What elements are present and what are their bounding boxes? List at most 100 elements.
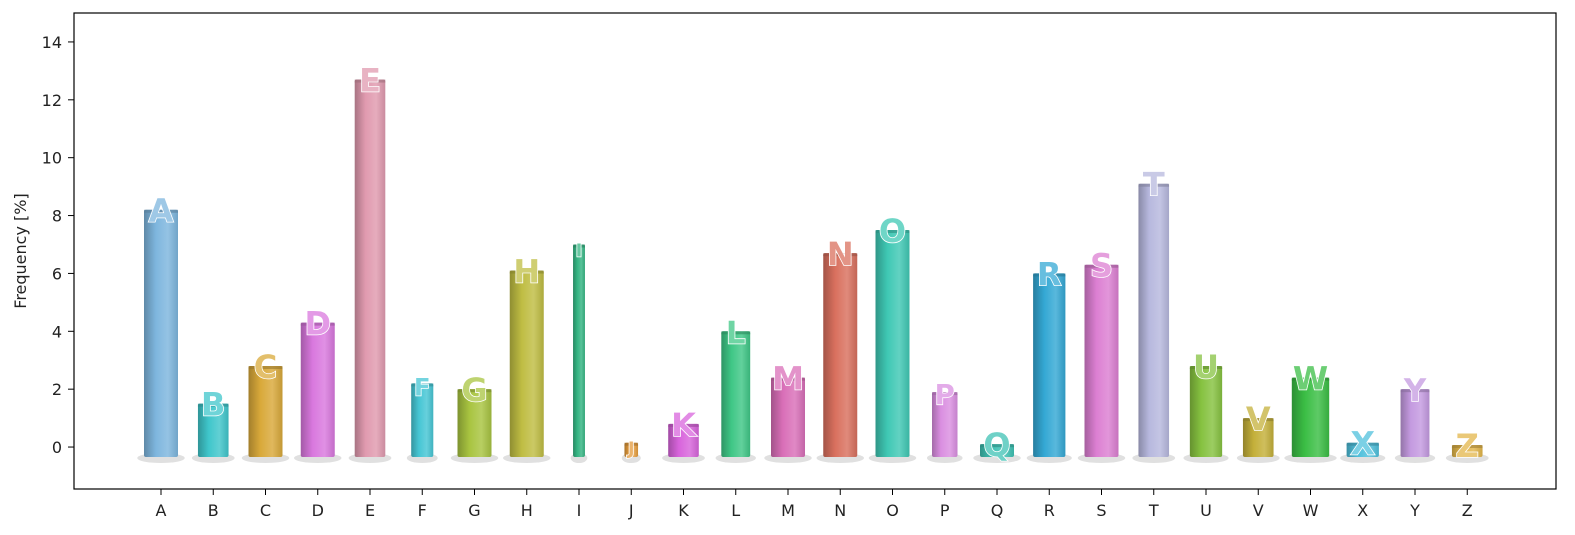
bar-glyph-r: R bbox=[1037, 255, 1062, 293]
bar-glyph-y: Y bbox=[1403, 373, 1427, 409]
x-tick-label: P bbox=[940, 501, 950, 520]
x-tick-label: R bbox=[1044, 501, 1055, 520]
x-tick-label: F bbox=[418, 501, 427, 520]
bar-glyph-v: V bbox=[1246, 400, 1271, 438]
bar-i bbox=[573, 244, 585, 458]
bar-glyph-l: L bbox=[726, 315, 746, 351]
bar-b bbox=[197, 403, 229, 458]
bar-cap-b bbox=[197, 403, 229, 407]
bar-glyph-e: E bbox=[359, 62, 381, 100]
x-tick-label: W bbox=[1303, 501, 1319, 520]
bar-x bbox=[1346, 442, 1379, 458]
x-tick-label: S bbox=[1096, 501, 1106, 520]
x-tick-label: D bbox=[312, 501, 324, 520]
bar-glyph-p: P bbox=[935, 379, 955, 411]
bar-s bbox=[1084, 264, 1119, 458]
bar-z bbox=[1451, 445, 1483, 458]
x-tick-label: A bbox=[156, 501, 167, 520]
y-tick-label: 6 bbox=[52, 264, 62, 283]
bar-cap-w bbox=[1291, 377, 1330, 381]
bar-glyph-i: I bbox=[576, 240, 583, 261]
bar-cap-m bbox=[771, 377, 805, 381]
bar-cap-v bbox=[1242, 418, 1274, 422]
y-tick-label: 12 bbox=[42, 91, 62, 110]
bar-glyph-q: Q bbox=[983, 426, 1010, 464]
bar-cap-f bbox=[411, 383, 434, 387]
bar-cap-y bbox=[1400, 389, 1430, 393]
bar-cap-q bbox=[980, 444, 1014, 448]
bar-cap-c bbox=[248, 366, 283, 370]
bar-cap-p bbox=[932, 392, 958, 396]
bar-glyph-u: U bbox=[1193, 348, 1219, 386]
bar-cap-g bbox=[457, 389, 492, 393]
bar-k bbox=[668, 423, 699, 458]
bar-glyph-z: Z bbox=[1456, 427, 1479, 465]
bar-cap-j bbox=[624, 442, 639, 446]
bar-glyph-t: T bbox=[1143, 166, 1165, 204]
bar-f bbox=[411, 383, 434, 458]
bar-e bbox=[354, 79, 386, 458]
bar-j bbox=[624, 442, 639, 458]
y-tick-label: 8 bbox=[52, 207, 62, 226]
bar-d bbox=[300, 322, 335, 458]
bar-g bbox=[457, 389, 492, 458]
bar-glyph-c: C bbox=[254, 348, 277, 386]
bar-glyph-o: O bbox=[879, 212, 906, 250]
x-tick-label: I bbox=[577, 501, 582, 520]
x-tick-label: X bbox=[1357, 501, 1368, 520]
x-tick-label: E bbox=[365, 501, 375, 520]
x-tick-label: Z bbox=[1462, 501, 1473, 520]
y-tick-label: 4 bbox=[52, 322, 62, 341]
plot-background bbox=[74, 13, 1556, 489]
bars-group bbox=[137, 79, 1489, 464]
y-tick-label: 0 bbox=[52, 438, 62, 457]
bar-glyph-n: N bbox=[827, 235, 854, 273]
x-tick-label: Y bbox=[1409, 501, 1420, 520]
bar-u bbox=[1189, 366, 1223, 458]
bar-cap-a bbox=[144, 209, 178, 213]
bar-r bbox=[1033, 273, 1066, 458]
x-axis: A B C D E F G H I J K L M N O P Q R S T U V W X Y Z bbox=[156, 489, 1473, 520]
x-tick-label: J bbox=[628, 501, 634, 520]
bar-cap-h bbox=[509, 270, 544, 274]
bar-cap-n bbox=[823, 253, 858, 257]
bar-m bbox=[771, 377, 805, 458]
bar-glyph-j: J bbox=[626, 439, 635, 460]
bar-glyph-w: W bbox=[1293, 360, 1328, 398]
bar-n bbox=[823, 253, 858, 458]
x-tick-label: K bbox=[678, 501, 689, 520]
bar-cap-i bbox=[573, 244, 585, 248]
bar-q bbox=[980, 444, 1014, 458]
bar-glyph-m: M bbox=[772, 360, 804, 398]
bar-glyph-d: D bbox=[304, 305, 331, 343]
y-axis: 0 2 4 6 8 10 12 14 bbox=[42, 33, 74, 457]
bar-p bbox=[932, 392, 958, 458]
bar-cap-r bbox=[1033, 273, 1066, 277]
bar-cap-l bbox=[721, 331, 751, 335]
plot-frame bbox=[73, 12, 1557, 490]
bar-cap-u bbox=[1189, 366, 1223, 370]
y-tick-label: 14 bbox=[42, 33, 62, 52]
bar-t bbox=[1138, 183, 1170, 458]
bar-o bbox=[875, 230, 910, 458]
x-tick-label: N bbox=[834, 501, 846, 520]
bar-glyph-k: K bbox=[671, 406, 697, 444]
bar-a bbox=[144, 209, 178, 458]
bar-cap-d bbox=[300, 322, 335, 326]
bar-cap-z bbox=[1451, 445, 1483, 449]
bar-glyph-f: F bbox=[414, 373, 430, 401]
x-tick-label: U bbox=[1200, 501, 1212, 520]
x-tick-label: C bbox=[260, 501, 271, 520]
bar-v bbox=[1242, 418, 1274, 458]
x-tick-label: T bbox=[1148, 501, 1159, 520]
x-tick-label: H bbox=[521, 501, 533, 520]
bar-glyph-g: G bbox=[461, 371, 487, 409]
y-tick-label: 2 bbox=[52, 380, 62, 399]
y-tick-label: 10 bbox=[42, 149, 62, 168]
x-tick-label: Q bbox=[991, 501, 1004, 520]
bar-l bbox=[721, 331, 751, 458]
x-tick-label: B bbox=[208, 501, 219, 520]
x-tick-label: M bbox=[781, 501, 795, 520]
